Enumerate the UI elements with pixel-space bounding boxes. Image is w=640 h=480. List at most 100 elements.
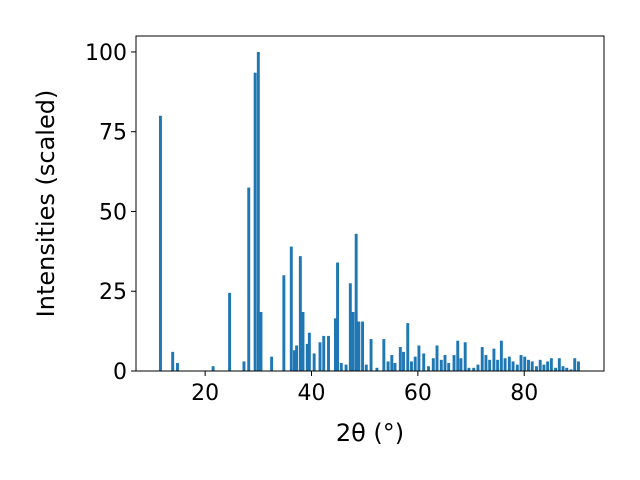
bar bbox=[527, 359, 530, 371]
bar bbox=[417, 345, 421, 371]
x-axis-label: 2θ (°) bbox=[336, 419, 404, 447]
bar bbox=[228, 292, 232, 371]
bar bbox=[256, 51, 260, 371]
bar bbox=[443, 355, 447, 371]
bar bbox=[503, 358, 507, 371]
bar bbox=[431, 358, 435, 371]
y-tick-label: 25 bbox=[99, 280, 127, 305]
y-tick-label: 75 bbox=[99, 121, 127, 146]
bar bbox=[312, 353, 316, 371]
bar bbox=[534, 366, 538, 371]
bar bbox=[382, 339, 386, 371]
bar bbox=[159, 115, 162, 371]
bar bbox=[573, 358, 577, 371]
x-tick-label: 20 bbox=[191, 381, 219, 406]
bar bbox=[171, 351, 175, 371]
bar bbox=[452, 355, 456, 371]
bar bbox=[530, 361, 534, 371]
bar bbox=[398, 347, 402, 371]
bar bbox=[406, 323, 410, 371]
bar bbox=[357, 321, 361, 371]
bar bbox=[242, 361, 246, 371]
x-axis-ticks: 20 40 60 80 bbox=[191, 371, 538, 406]
bar bbox=[259, 311, 263, 371]
plot-frame bbox=[135, 35, 605, 372]
bar bbox=[459, 358, 463, 371]
bar bbox=[467, 367, 471, 371]
bar bbox=[561, 366, 565, 371]
bar bbox=[519, 355, 523, 371]
bar bbox=[351, 311, 355, 371]
bar bbox=[472, 367, 476, 371]
bar bbox=[538, 359, 542, 371]
bar bbox=[427, 366, 430, 371]
bar bbox=[322, 335, 326, 371]
bar bbox=[364, 364, 368, 371]
bar bbox=[496, 359, 500, 371]
bar bbox=[507, 356, 511, 371]
bar bbox=[488, 359, 492, 371]
bar bbox=[402, 351, 405, 371]
bar bbox=[523, 356, 527, 371]
bar bbox=[456, 340, 460, 371]
bar bbox=[375, 367, 379, 371]
bar bbox=[361, 321, 365, 371]
y-axis-label: Intensities (scaled) bbox=[32, 90, 60, 318]
bar bbox=[293, 350, 296, 371]
bar bbox=[439, 359, 443, 371]
bar bbox=[515, 364, 519, 371]
bar bbox=[176, 363, 179, 371]
bar bbox=[369, 339, 373, 371]
bar bbox=[499, 340, 503, 371]
bar bbox=[463, 342, 467, 371]
y-tick-label: 0 bbox=[113, 360, 127, 385]
bar bbox=[542, 364, 546, 371]
bar bbox=[480, 347, 484, 371]
bar bbox=[435, 345, 439, 371]
bar bbox=[554, 367, 558, 371]
bar bbox=[557, 358, 561, 371]
bar bbox=[393, 363, 397, 371]
x-tick-label: 80 bbox=[510, 381, 538, 406]
bar bbox=[339, 363, 343, 371]
bar bbox=[422, 353, 426, 371]
bar bbox=[247, 187, 251, 371]
bar bbox=[298, 256, 302, 371]
bar bbox=[289, 246, 293, 371]
bar bbox=[318, 342, 322, 371]
bar bbox=[476, 364, 480, 371]
bar bbox=[253, 72, 257, 371]
bar bbox=[511, 361, 515, 371]
bar bbox=[546, 361, 550, 371]
y-axis-ticks: 0 25 50 75 100 bbox=[85, 41, 136, 385]
bar bbox=[569, 369, 573, 371]
bar bbox=[336, 262, 340, 371]
bar bbox=[413, 356, 417, 371]
bar bbox=[327, 335, 330, 371]
bar bbox=[577, 361, 580, 371]
bar bbox=[282, 275, 286, 371]
bar bbox=[390, 355, 394, 371]
bar bbox=[344, 364, 348, 371]
bar bbox=[565, 367, 569, 371]
bars-layer bbox=[159, 51, 580, 371]
bar bbox=[270, 356, 274, 371]
x-tick-label: 40 bbox=[298, 381, 326, 406]
bar bbox=[447, 363, 451, 371]
y-tick-label: 100 bbox=[85, 41, 127, 66]
y-tick-label: 50 bbox=[99, 200, 127, 225]
bar bbox=[348, 283, 352, 371]
bar bbox=[354, 233, 358, 371]
bar bbox=[386, 361, 390, 371]
bar bbox=[305, 343, 309, 371]
bar bbox=[307, 332, 311, 371]
x-tick-label: 60 bbox=[404, 381, 432, 406]
bar bbox=[549, 358, 553, 371]
bar bbox=[410, 361, 413, 371]
bar bbox=[301, 311, 305, 371]
bar bbox=[333, 318, 337, 371]
bar bbox=[295, 345, 299, 371]
bar bbox=[484, 355, 488, 371]
bar bbox=[492, 348, 496, 371]
